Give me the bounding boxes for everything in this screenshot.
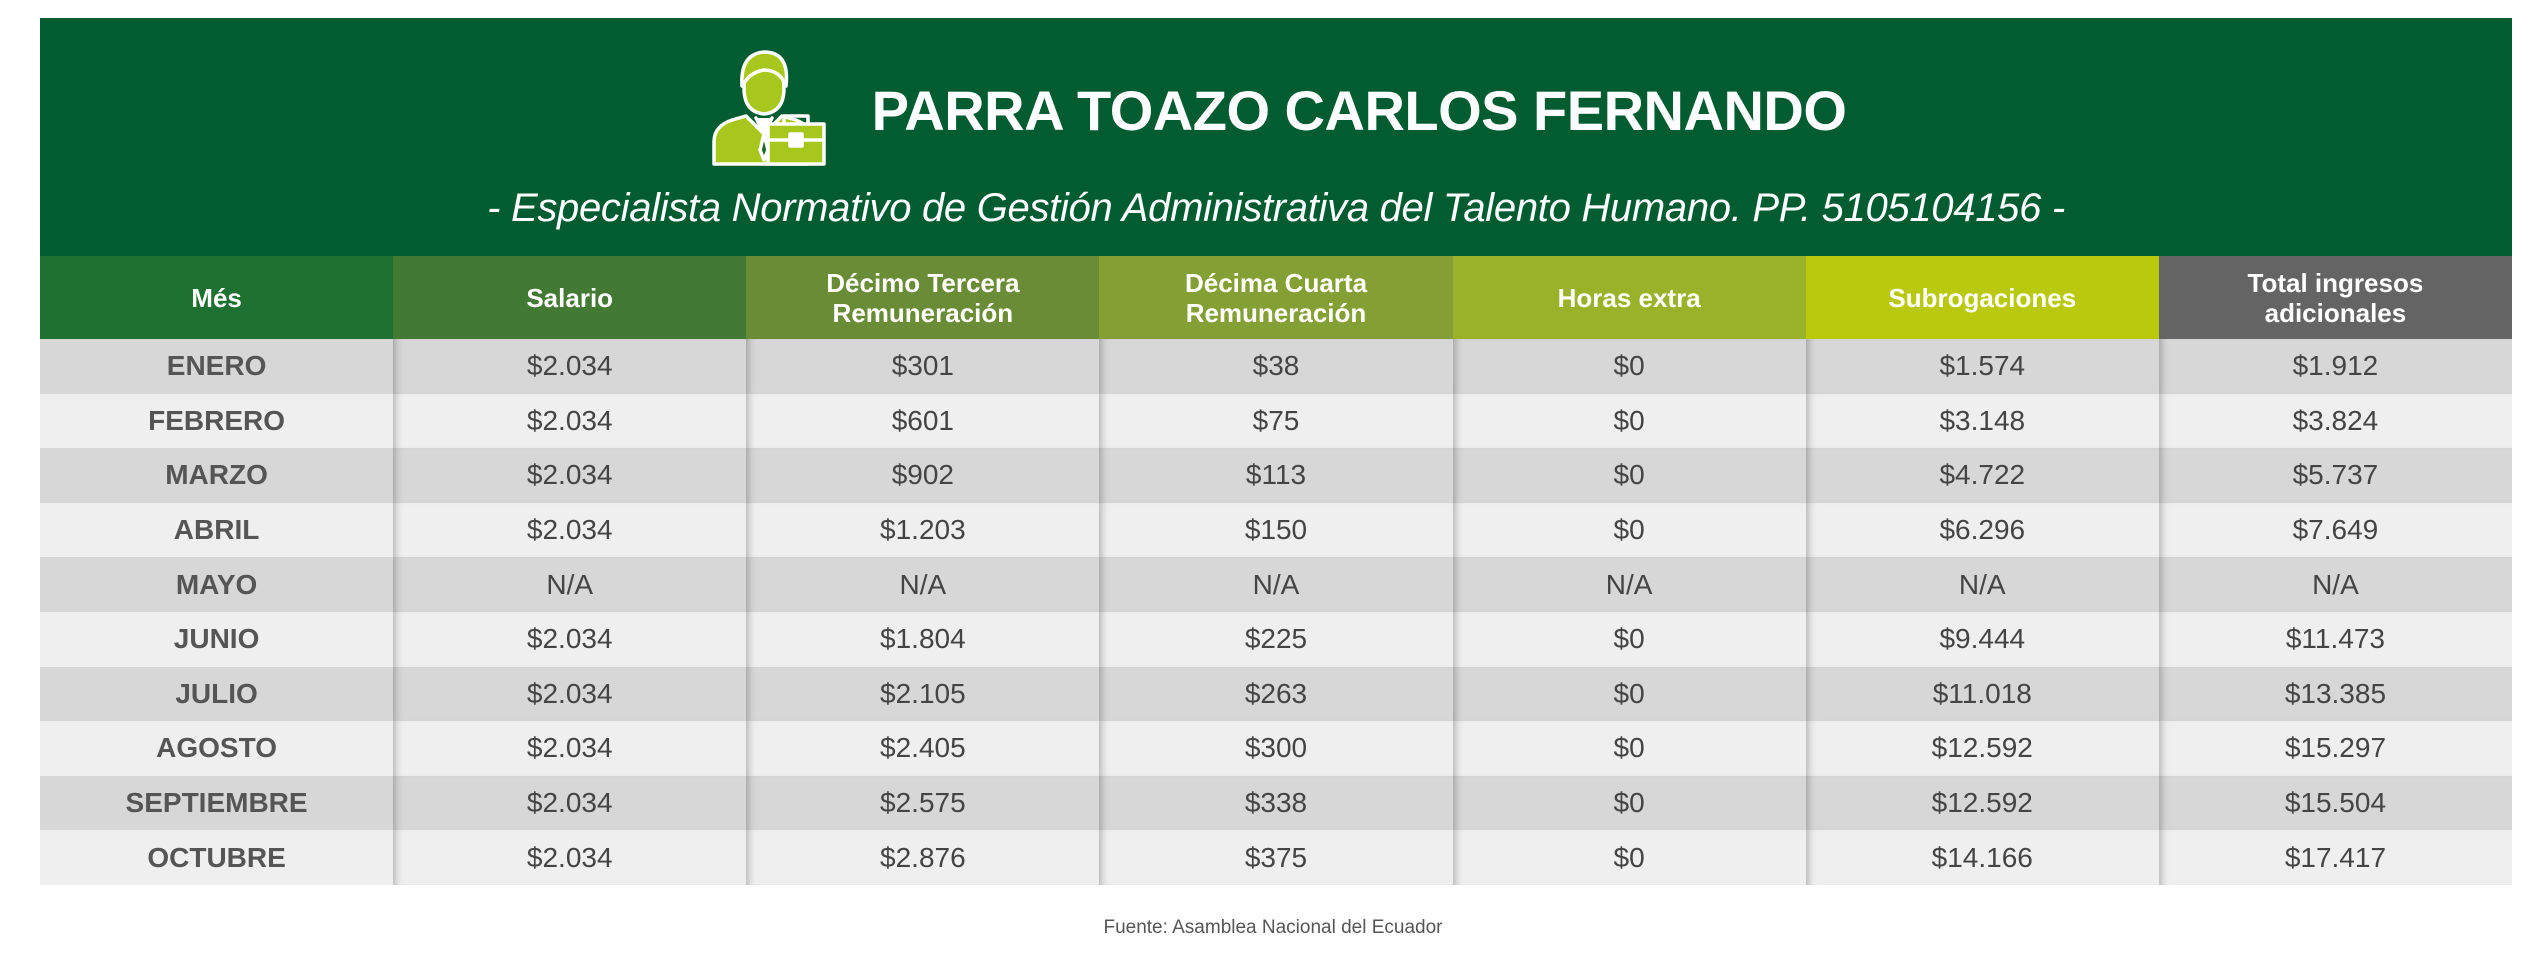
table-row: JULIO $2.034 $2.105 $263 $0 $11.018 $13.385: [40, 666, 2512, 722]
value-cell: $1.804: [746, 611, 1100, 667]
value-cell: $1.574: [1805, 339, 2159, 394]
col-header-salario: Salario: [393, 256, 747, 339]
value-cell: $2.034: [393, 775, 747, 831]
value-cell: $2.034: [393, 721, 747, 776]
value-cell: $12.592: [1805, 721, 2159, 776]
value-cell: $2.105: [746, 666, 1100, 722]
month-cell: FEBRERO: [40, 393, 394, 449]
month-cell: OCTUBRE: [40, 830, 394, 885]
table-row: MAYO N/A N/A N/A N/A N/A N/A: [40, 557, 2512, 612]
value-cell: $5.737: [2158, 448, 2512, 503]
value-cell: N/A: [393, 557, 747, 612]
value-cell: $2.575: [746, 775, 1100, 831]
table-header-row: Més Salario Décimo Tercera Remuneración D…: [40, 256, 2512, 339]
col-header-total: Total ingresos adicionales: [2158, 256, 2512, 339]
value-cell: $1.912: [2158, 339, 2512, 394]
value-cell: $0: [1452, 339, 1806, 394]
value-cell: N/A: [1452, 557, 1806, 612]
value-cell: $2.034: [393, 830, 747, 885]
value-cell: $0: [1452, 448, 1806, 503]
value-cell: $2.034: [393, 339, 747, 394]
col-header-decimo-tercera: Décimo Tercera Remuneración: [746, 256, 1100, 339]
month-cell: MAYO: [40, 557, 394, 612]
value-cell: $2.034: [393, 666, 747, 722]
value-cell: $150: [1099, 502, 1453, 558]
value-cell: N/A: [1099, 557, 1453, 612]
value-cell: $3.824: [2158, 393, 2512, 449]
value-cell: $9.444: [1805, 611, 2159, 667]
table-row: ABRIL $2.034 $1.203 $150 $0 $6.296 $7.649: [40, 502, 2512, 558]
month-cell: JUNIO: [40, 611, 394, 667]
value-cell: $0: [1452, 830, 1806, 885]
col-header-decima-cuarta: Décima Cuarta Remuneración: [1099, 256, 1453, 339]
table-row: FEBRERO $2.034 $601 $75 $0 $3.148 $3.824: [40, 393, 2512, 449]
table-row: AGOSTO $2.034 $2.405 $300 $0 $12.592 $15.297: [40, 721, 2512, 776]
table-row: JUNIO $2.034 $1.804 $225 $0 $9.444 $11.473: [40, 611, 2512, 667]
source-note: Fuente: Asamblea Nacional del Ecuador: [1103, 917, 1443, 938]
value-cell: $301: [746, 339, 1100, 394]
value-cell: $11.473: [2158, 611, 2512, 667]
table-row: OCTUBRE $2.034 $2.876 $375 $0 $14.166 $17.417: [40, 830, 2512, 885]
value-cell: $17.417: [2158, 830, 2512, 885]
table-row: SEPTIEMBRE $2.034 $2.575 $338 $0 $12.592 $15.5…: [40, 775, 2512, 831]
value-cell: $75: [1099, 393, 1453, 449]
salary-card: PARRA TOAZO CARLOS FERNANDO - Especialis…: [40, 18, 2512, 885]
value-cell: $2.034: [393, 393, 747, 449]
value-cell: $2.876: [746, 830, 1100, 885]
value-cell: N/A: [1805, 557, 2159, 612]
value-cell: $3.148: [1805, 393, 2159, 449]
value-cell: $0: [1452, 502, 1806, 558]
value-cell: $15.297: [2158, 721, 2512, 776]
month-cell: MARZO: [40, 448, 394, 503]
value-cell: $225: [1099, 611, 1453, 667]
value-cell: $0: [1452, 721, 1806, 776]
job-subtitle: - Especialista Normativo de Gestión Admi…: [487, 186, 2065, 230]
value-cell: $11.018: [1805, 666, 2159, 722]
month-cell: SEPTIEMBRE: [40, 775, 394, 831]
value-cell: $2.034: [393, 448, 747, 503]
value-cell: $2.405: [746, 721, 1100, 776]
value-cell: $113: [1099, 448, 1453, 503]
value-cell: $13.385: [2158, 666, 2512, 722]
businessman-briefcase-icon: [711, 50, 826, 166]
value-cell: N/A: [746, 557, 1100, 612]
col-header-horas-extra: Horas extra: [1452, 256, 1806, 339]
value-cell: $14.166: [1805, 830, 2159, 885]
value-cell: $0: [1452, 666, 1806, 722]
col-header-subrogaciones: Subrogaciones: [1805, 256, 2159, 339]
value-cell: $0: [1452, 775, 1806, 831]
value-cell: $263: [1099, 666, 1453, 722]
value-cell: $338: [1099, 775, 1453, 831]
month-cell: ABRIL: [40, 502, 394, 558]
value-cell: $375: [1099, 830, 1453, 885]
value-cell: $38: [1099, 339, 1453, 394]
value-cell: $1.203: [746, 502, 1100, 558]
month-cell: ENERO: [40, 339, 394, 394]
value-cell: $0: [1452, 393, 1806, 449]
value-cell: $6.296: [1805, 502, 2159, 558]
value-cell: $902: [746, 448, 1100, 503]
month-cell: AGOSTO: [40, 721, 394, 776]
value-cell: $15.504: [2158, 775, 2512, 831]
value-cell: N/A: [2158, 557, 2512, 612]
col-header-mes: Més: [40, 256, 394, 339]
month-cell: JULIO: [40, 666, 394, 722]
header-banner: PARRA TOAZO CARLOS FERNANDO - Especialis…: [40, 18, 2512, 256]
value-cell: $12.592: [1805, 775, 2159, 831]
income-table: Més Salario Décimo Tercera Remuneración D…: [40, 256, 2512, 885]
value-cell: $2.034: [393, 502, 747, 558]
value-cell: $0: [1452, 611, 1806, 667]
value-cell: $7.649: [2158, 502, 2512, 558]
value-cell: $2.034: [393, 611, 747, 667]
value-cell: $4.722: [1805, 448, 2159, 503]
person-name: PARRA TOAZO CARLOS FERNANDO: [871, 78, 1847, 142]
table-row: ENERO $2.034 $301 $38 $0 $1.574 $1.912: [40, 339, 2512, 394]
value-cell: $601: [746, 393, 1100, 449]
title-row: PARRA TOAZO CARLOS FERNANDO: [40, 46, 2512, 170]
table-row: MARZO $2.034 $902 $113 $0 $4.722 $5.737: [40, 448, 2512, 503]
value-cell: $300: [1099, 721, 1453, 776]
table-body: ENERO $2.034 $301 $38 $0 $1.574 $1.912 FEBRERO $…: [40, 339, 2512, 885]
